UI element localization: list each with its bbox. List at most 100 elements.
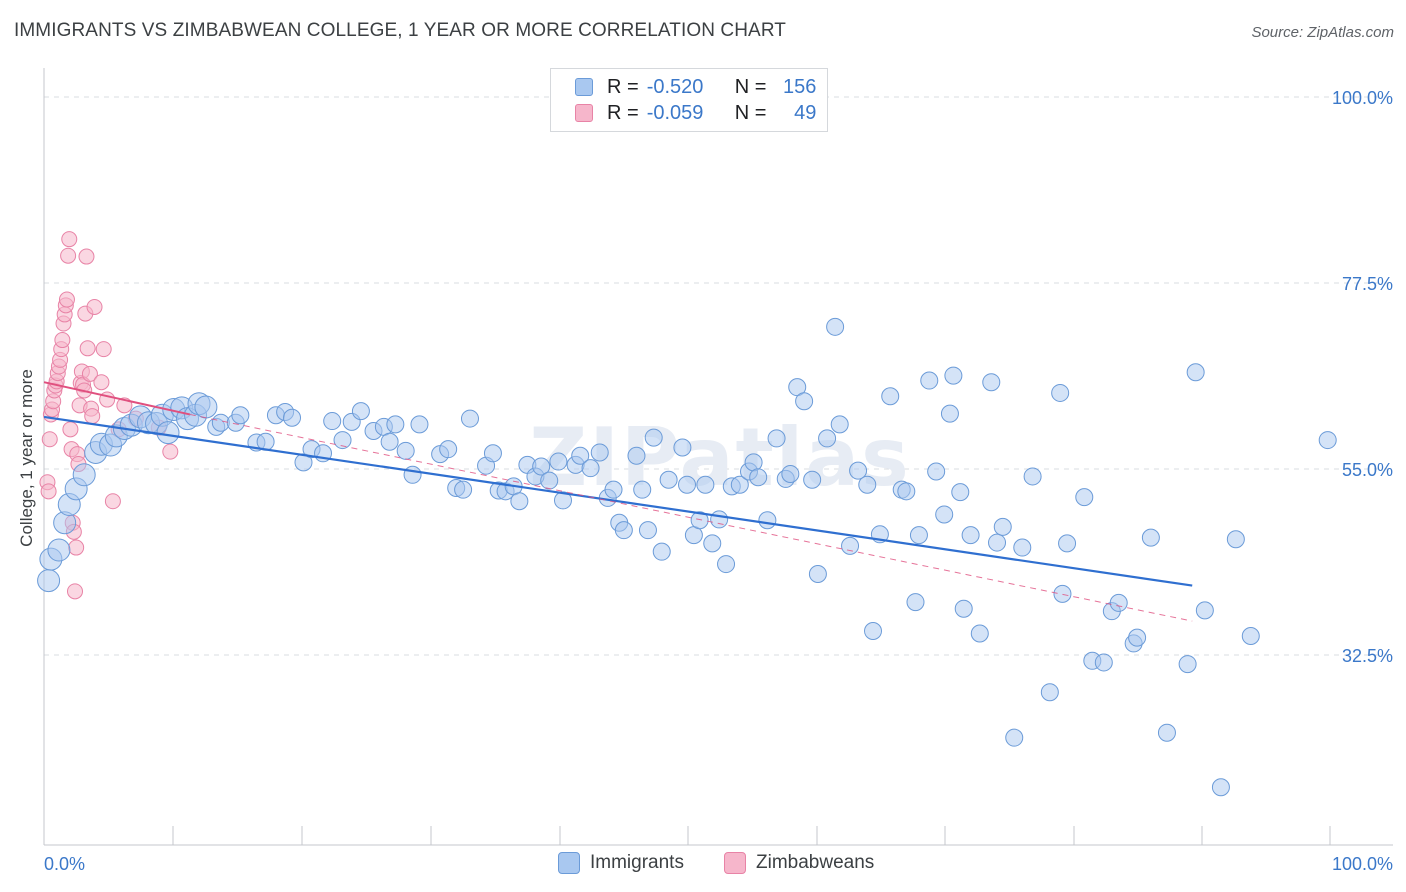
- immigrants-point: [410, 415, 429, 434]
- immigrants-swatch: [558, 852, 580, 874]
- immigrants-point: [940, 404, 959, 423]
- immigrants-point: [730, 475, 749, 494]
- immigrants-point: [439, 440, 458, 459]
- immigrants-point: [483, 444, 502, 463]
- immigrants-point: [1051, 383, 1070, 402]
- legend-row-zimbabweans: R = -0.059 N = 49: [575, 101, 816, 125]
- immigrants-point: [1211, 778, 1230, 797]
- immigrants-point: [460, 409, 479, 428]
- immigrants-point: [1013, 538, 1032, 557]
- immigrants-point: [644, 428, 663, 447]
- immigrants-point: [920, 371, 939, 390]
- immigrants-point: [954, 599, 973, 618]
- immigrants-point: [1226, 530, 1245, 549]
- immigrants-point: [652, 542, 671, 561]
- immigrants-point: [1109, 593, 1128, 612]
- zimbabweans-point: [58, 291, 75, 308]
- immigrants-point: [403, 465, 422, 484]
- zimbabweans-point: [86, 298, 103, 315]
- immigrants-point: [294, 453, 313, 472]
- legend-item-zimbabweans[interactable]: Zimbabweans: [724, 852, 874, 874]
- legend-item-immigrants[interactable]: Immigrants: [558, 852, 684, 874]
- x-tick-labels: 0.0% 100.0%: [44, 854, 1393, 874]
- zimbabweans-point: [93, 374, 110, 391]
- zimbabweans-point: [61, 231, 78, 248]
- y-tick-label: 77.5%: [1342, 274, 1393, 294]
- immigrants-point: [231, 406, 250, 425]
- immigrants-point: [710, 510, 729, 529]
- legend-label: Zimbabweans: [756, 852, 875, 873]
- r-label: R =: [607, 75, 639, 98]
- zimbabweans-point: [54, 332, 71, 349]
- immigrants-point: [156, 421, 180, 445]
- immigrants-point: [927, 462, 946, 481]
- immigrants-point: [1318, 431, 1337, 450]
- immigrants-point: [970, 624, 989, 643]
- immigrants-point: [678, 475, 696, 494]
- chart-title: IMMIGRANTS VS ZIMBABWEAN COLLEGE, 1 YEAR…: [14, 20, 786, 41]
- immigrants-point: [944, 366, 963, 385]
- immigrants-point: [830, 415, 849, 434]
- immigrants-point: [283, 408, 302, 427]
- immigrants-point: [1053, 584, 1072, 603]
- immigrants-point: [386, 415, 405, 434]
- immigrants-point: [935, 505, 954, 524]
- immigrants-point: [690, 511, 709, 530]
- immigrants-point: [864, 622, 883, 641]
- immigrants-point: [717, 555, 736, 574]
- immigrants-point: [1157, 723, 1176, 742]
- immigrants-point: [72, 463, 96, 487]
- zimbabweans-trend-extension: [189, 413, 1193, 622]
- x-tick-label: 100.0%: [1332, 854, 1393, 874]
- r-label: R =: [607, 101, 639, 124]
- immigrants-point: [1075, 488, 1094, 507]
- immigrants-point: [380, 432, 399, 451]
- zimbabweans-swatch: [724, 852, 746, 874]
- zimbabweans-point: [162, 443, 179, 460]
- immigrants-point: [749, 468, 768, 487]
- y-tick-label: 100.0%: [1332, 88, 1393, 108]
- y-tick-label: 55.0%: [1342, 460, 1393, 480]
- zimbabweans-point: [84, 408, 101, 425]
- r-value: -0.520: [646, 75, 704, 98]
- immigrants-point: [454, 480, 473, 499]
- immigrants-point: [795, 392, 814, 411]
- zimbabweans-point: [79, 340, 96, 357]
- immigrants-point: [581, 459, 600, 478]
- immigrants-point: [510, 492, 529, 511]
- immigrants-point: [1141, 528, 1160, 547]
- immigrants-point: [881, 387, 900, 406]
- n-label: N =: [734, 101, 767, 124]
- immigrants-point: [1005, 728, 1024, 747]
- immigrants-point: [744, 453, 763, 472]
- immigrants-point: [1094, 653, 1113, 672]
- zimbabweans-point: [68, 539, 85, 556]
- immigrants-point: [604, 480, 623, 499]
- immigrants-point: [781, 464, 800, 483]
- immigrants-point: [951, 483, 970, 502]
- immigrants-point: [673, 438, 692, 457]
- immigrants-point: [758, 511, 777, 530]
- immigrants-point: [897, 482, 916, 501]
- zimbabweans-point: [40, 483, 57, 500]
- immigrants-point: [532, 457, 551, 476]
- y-tick-labels: 100.0% 77.5% 55.0% 32.5%: [1332, 88, 1393, 666]
- immigrants-point: [194, 395, 218, 419]
- immigrants-point: [906, 593, 925, 612]
- trend-lines: [43, 381, 1193, 622]
- immigrants-point: [590, 443, 609, 462]
- immigrants-point: [1186, 363, 1205, 382]
- immigrants-point: [37, 569, 61, 593]
- immigrants-point: [988, 533, 1007, 552]
- immigrants-point: [1023, 467, 1042, 486]
- immigrants-point: [1058, 534, 1077, 553]
- immigrants-point: [808, 564, 827, 583]
- n-label: N =: [734, 75, 767, 98]
- immigrants-point: [849, 461, 868, 480]
- x-tick-label: 0.0%: [44, 854, 85, 874]
- zimbabweans-swatch: [575, 104, 593, 122]
- immigrants-point: [841, 536, 860, 555]
- source-label: Source: ZipAtlas.com: [1251, 24, 1394, 41]
- zimbabweans-point: [95, 341, 112, 358]
- immigrants-point: [540, 471, 559, 490]
